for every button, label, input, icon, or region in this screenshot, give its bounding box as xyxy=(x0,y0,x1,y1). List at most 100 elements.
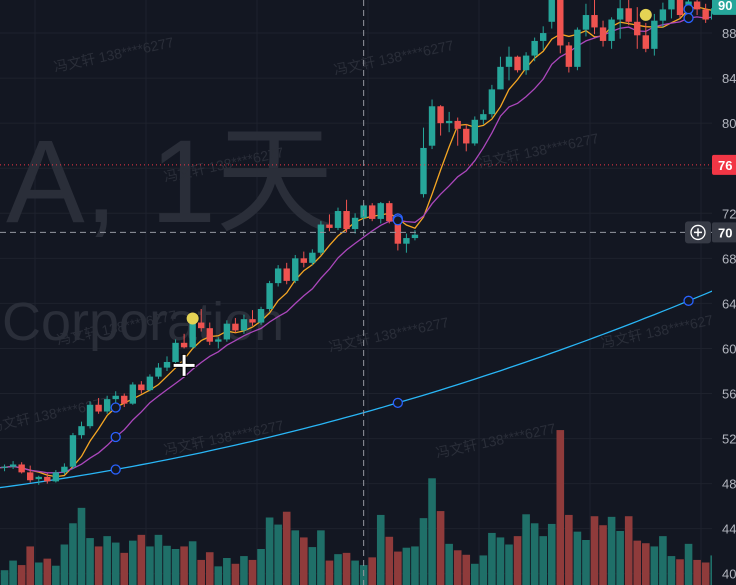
candle xyxy=(18,462,25,474)
volume-bar xyxy=(667,556,676,585)
candle xyxy=(497,56,504,90)
candle-body xyxy=(146,376,154,391)
price-tick-label: 60 xyxy=(722,341,736,356)
price-tick-label: 40 xyxy=(722,567,736,582)
volume-bar xyxy=(419,518,428,585)
price-tick-label: 44 xyxy=(722,522,736,537)
candle xyxy=(574,27,581,71)
candle-body xyxy=(505,56,513,67)
price-badge-label: 76 xyxy=(718,158,732,173)
candle-body xyxy=(557,0,564,46)
candle-body xyxy=(394,221,402,244)
candle-body xyxy=(249,319,256,323)
candle-body xyxy=(103,399,111,412)
volume-bar xyxy=(385,536,394,585)
candle xyxy=(215,337,222,349)
candle-body xyxy=(292,258,299,281)
user-tag-text: 冯文轩 138****6277 xyxy=(599,310,722,351)
volume-bar xyxy=(223,558,231,585)
candle-body xyxy=(232,323,239,331)
volume-bar xyxy=(530,523,539,585)
volume-bar xyxy=(205,552,214,585)
candle xyxy=(292,254,299,284)
candle-body xyxy=(61,466,68,473)
price-tick-label: 88 xyxy=(722,26,736,41)
volume-bar xyxy=(17,565,26,585)
candle xyxy=(634,7,641,49)
candle xyxy=(557,0,564,54)
candle-body xyxy=(300,258,307,263)
candle xyxy=(343,199,350,233)
candle xyxy=(44,473,51,484)
event-marker xyxy=(639,8,652,21)
candle-body xyxy=(668,0,675,10)
candle xyxy=(668,0,675,19)
volume-bar xyxy=(334,554,342,585)
price-axis-bg xyxy=(712,0,736,585)
volume-bar xyxy=(188,541,197,585)
candle xyxy=(95,398,102,414)
candle-body xyxy=(138,384,145,391)
candles xyxy=(1,0,718,485)
candle-body xyxy=(189,322,196,348)
candle-body xyxy=(69,435,77,467)
price-axis[interactable]: 40444852566064687276808488767090 xyxy=(685,0,736,585)
volume-bar xyxy=(539,536,547,585)
volume-bar xyxy=(479,555,488,585)
candle xyxy=(112,391,119,404)
candle-body xyxy=(651,20,658,49)
candle xyxy=(86,401,94,429)
candle xyxy=(488,84,496,118)
candle-body xyxy=(44,476,51,482)
candle xyxy=(369,203,376,222)
volume-bar xyxy=(462,554,471,585)
candle-body xyxy=(642,35,649,49)
candle xyxy=(642,22,649,53)
volume-bar xyxy=(9,560,17,585)
candle-body xyxy=(317,224,325,253)
candle-body xyxy=(488,89,496,115)
price-badge: 90 xyxy=(712,0,736,15)
candle xyxy=(616,0,624,39)
price-badge-label: 90 xyxy=(718,0,732,13)
candle-body xyxy=(172,342,179,362)
price-tick-label: 64 xyxy=(722,296,736,311)
candle xyxy=(232,318,239,333)
candle-body xyxy=(463,128,470,144)
candle-body xyxy=(540,33,547,41)
candle xyxy=(300,251,307,268)
price-tick-label: 84 xyxy=(722,71,736,86)
candle-body xyxy=(676,0,684,16)
volume-bar xyxy=(513,536,522,585)
candle-body xyxy=(351,217,359,230)
candle-body xyxy=(223,323,231,340)
markers xyxy=(110,4,694,475)
cursor-shape xyxy=(172,353,196,377)
candle-body xyxy=(428,106,436,146)
volume-bar xyxy=(231,563,240,585)
candle xyxy=(155,363,162,379)
volume-bar xyxy=(650,546,659,585)
user-tag-text: 冯文轩 138****6277 xyxy=(434,420,557,461)
volume-bar xyxy=(445,543,453,585)
volume-bar xyxy=(52,565,60,585)
add-alert-icon[interactable] xyxy=(685,221,711,244)
candle xyxy=(540,26,547,50)
candle xyxy=(1,464,8,472)
candle xyxy=(257,306,265,325)
candle xyxy=(420,127,427,198)
volume-bar xyxy=(291,530,300,585)
candle-body xyxy=(608,19,615,41)
candle-body xyxy=(634,21,641,36)
candle-body xyxy=(9,464,17,467)
volume-bar xyxy=(69,523,77,585)
candle-body xyxy=(445,120,453,124)
volume-bar xyxy=(120,552,129,585)
candle xyxy=(693,0,701,16)
price-tick-label: 56 xyxy=(722,387,736,402)
candle xyxy=(163,356,171,371)
volume-bar xyxy=(197,559,205,585)
volume-bar xyxy=(436,511,445,585)
